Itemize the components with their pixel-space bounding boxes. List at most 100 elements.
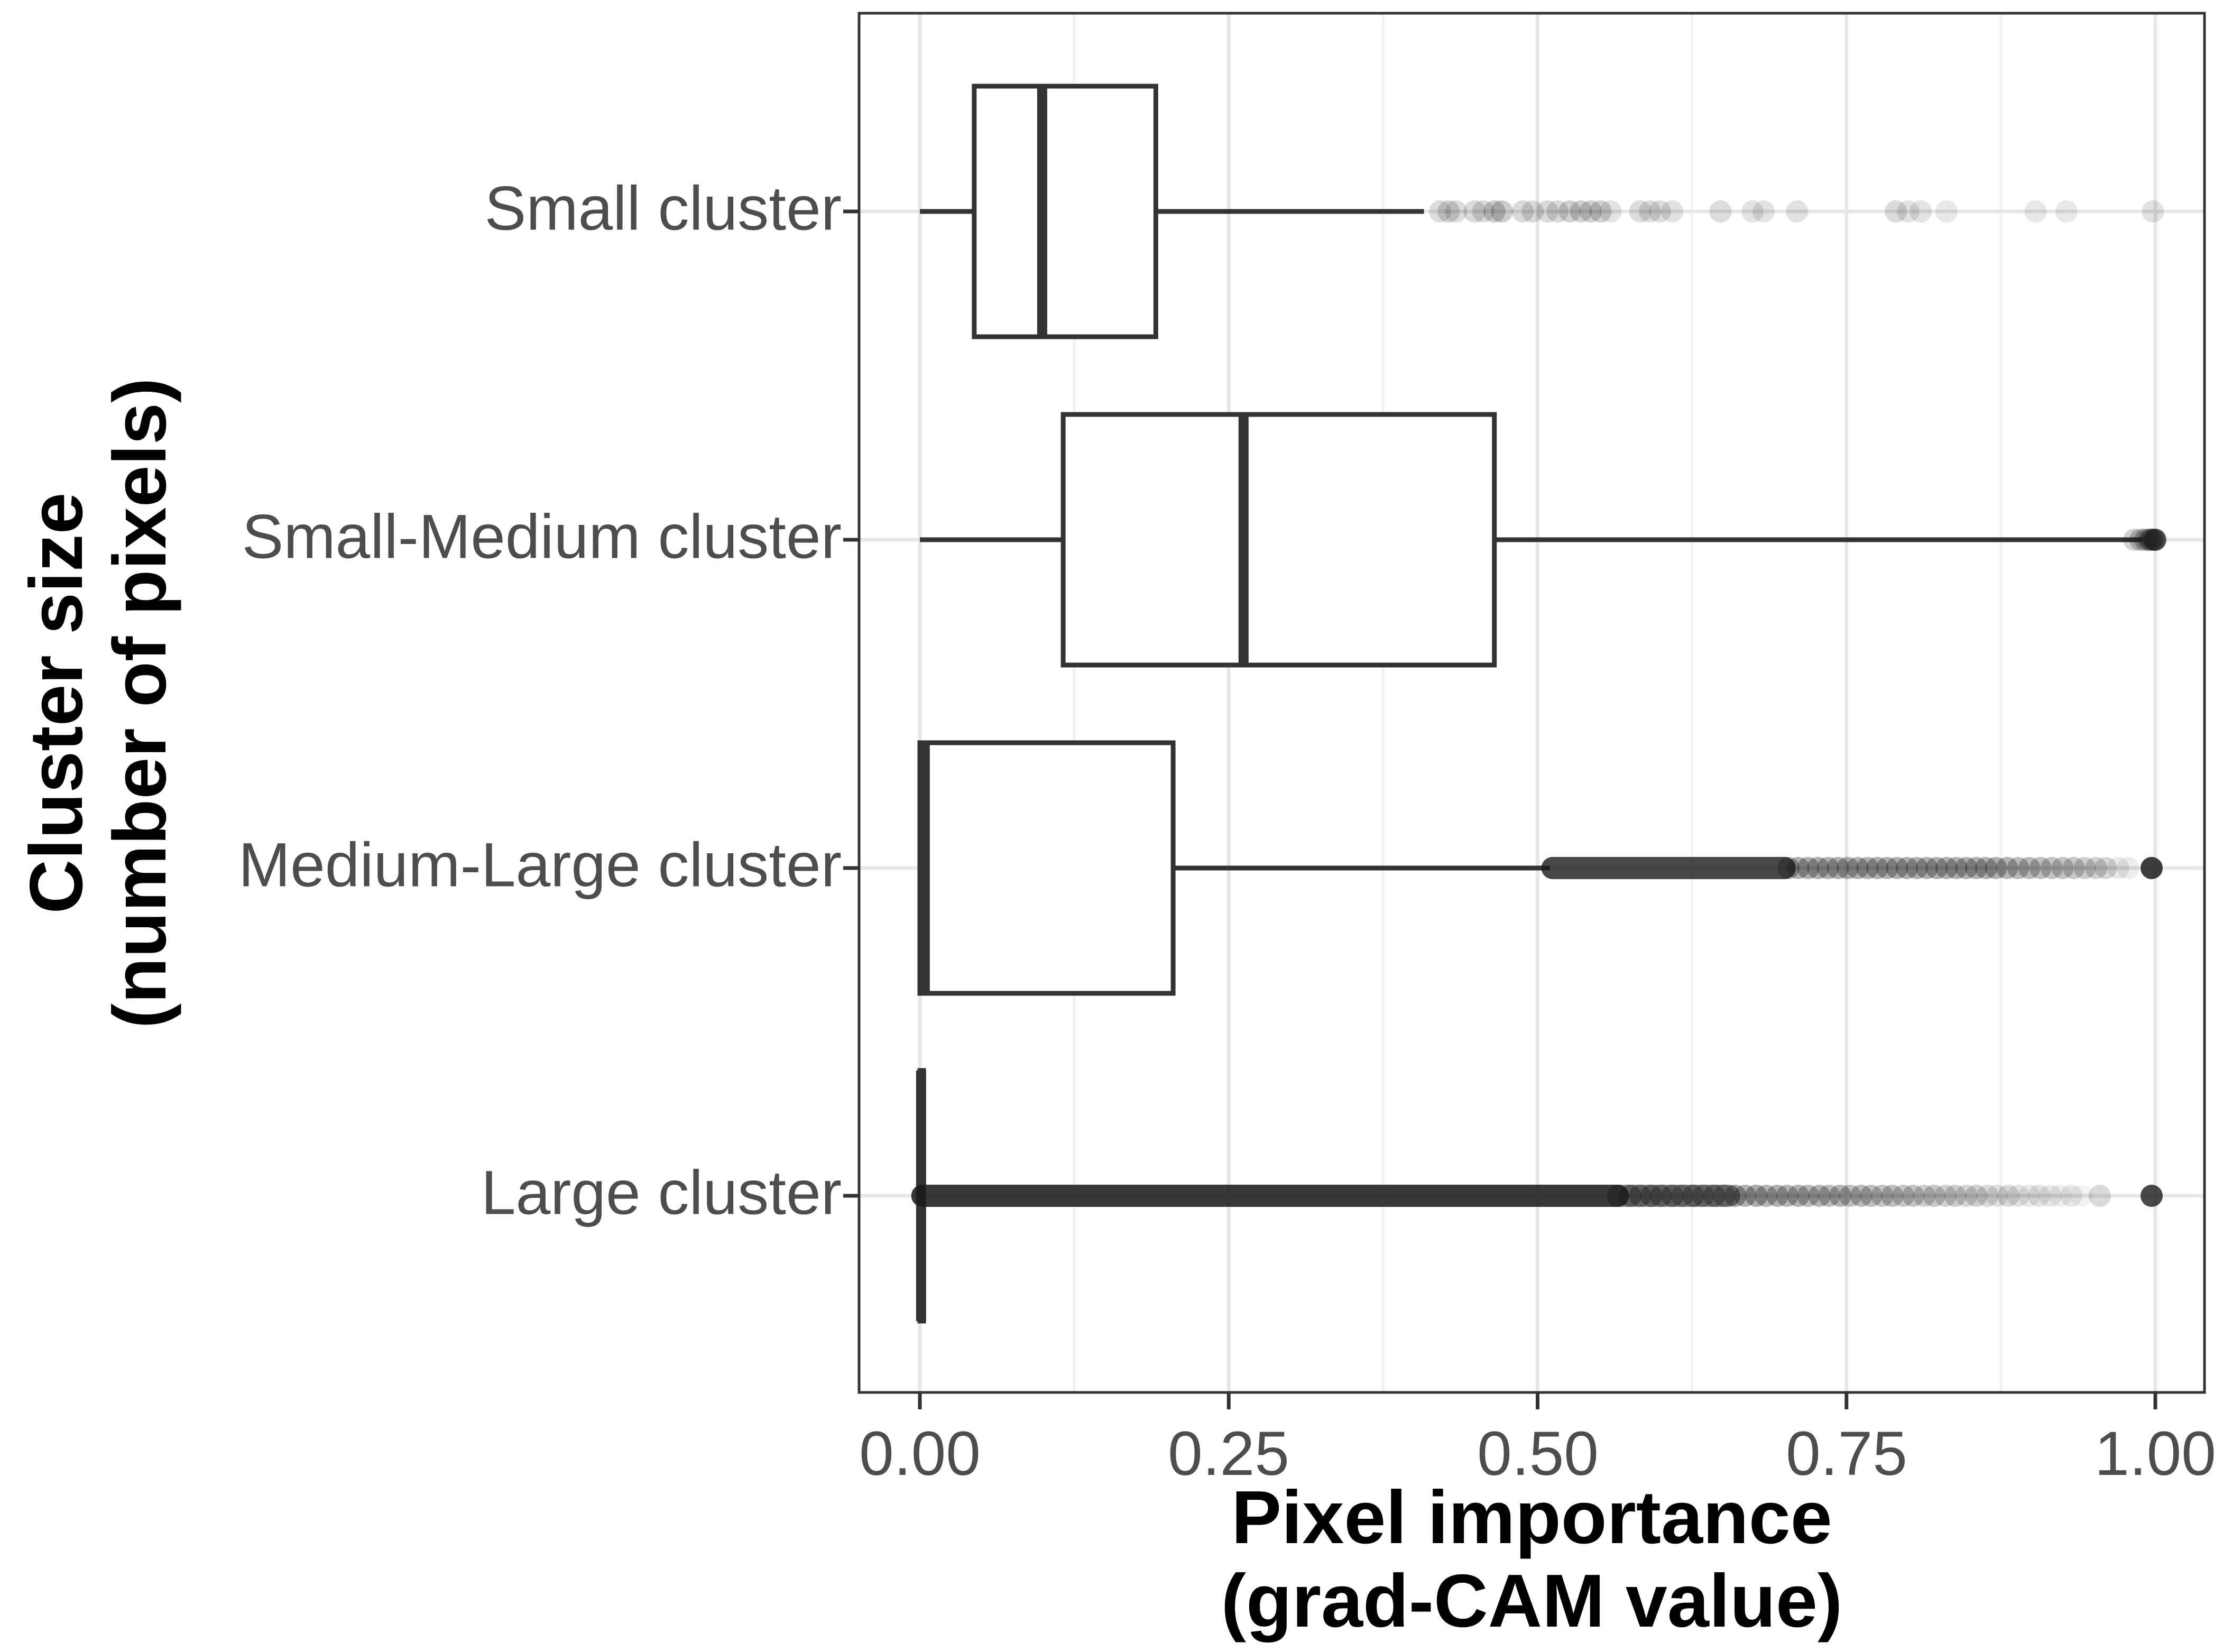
outlier-point — [1472, 200, 1495, 223]
outlier-point — [1846, 857, 1869, 879]
outlier-point — [1886, 857, 1908, 879]
outlier-point — [1985, 857, 2007, 879]
outlier-point — [1599, 200, 1622, 223]
outlier-point — [1896, 857, 1918, 879]
x-axis-title: Pixel importance (grad-CAM value) — [859, 1476, 2204, 1643]
outlier-point — [1682, 1185, 1704, 1207]
outlier-point — [2143, 529, 2165, 551]
outlier-point — [1797, 857, 1820, 879]
outlier-point — [2007, 857, 2030, 879]
x-tick-label-0.00: 0.00 — [859, 1419, 981, 1489]
outlier-point — [2049, 1185, 2072, 1207]
outlier-point — [1965, 857, 1988, 879]
outlier-point — [1752, 200, 1775, 223]
outlier-points — [1619, 1185, 2163, 1207]
outlier-point — [1923, 1185, 1945, 1207]
outlier-point — [1860, 1185, 1883, 1207]
outlier-point — [1827, 857, 1849, 879]
outlier-point — [2073, 857, 2096, 879]
outlier-point — [1629, 200, 1652, 223]
x-tick-label-0.50: 0.50 — [1477, 1419, 1599, 1489]
outlier-point — [1437, 200, 1460, 223]
y-tick-label-small-cluster: Small cluster — [484, 173, 842, 244]
outlier-point — [1986, 1185, 2008, 1207]
outlier-point — [1428, 200, 1451, 223]
outlier-point — [1975, 857, 1997, 879]
outlier-point — [2134, 529, 2157, 551]
outlier-point — [1856, 857, 1879, 879]
outlier-point — [2070, 1185, 2092, 1207]
outlier-point — [2007, 1185, 2030, 1207]
outlier-point — [2055, 200, 2078, 223]
outlier-point — [1589, 200, 1612, 223]
outlier-point — [1755, 1185, 1777, 1207]
outlier-point — [1661, 200, 1684, 223]
x-tick-label-0.75: 0.75 — [1786, 1419, 1907, 1489]
y-tick-label-medium-large-cluster: Medium-Large cluster — [238, 830, 842, 900]
outlier-point — [1713, 1185, 1736, 1207]
outlier-point — [2018, 1185, 2041, 1207]
outlier-band — [1607, 1185, 1740, 1207]
outlier-points — [1428, 200, 2164, 223]
outlier-point — [2142, 200, 2164, 223]
x-tick-label-1.00: 1.00 — [2095, 1419, 2216, 1489]
outlier-bands — [911, 1185, 1740, 1207]
outlier-point — [1734, 1185, 1757, 1207]
outlier-point — [1909, 200, 1932, 223]
outlier-point — [2028, 1185, 2051, 1207]
x-tick-label-0.25: 0.25 — [1168, 1419, 1289, 1489]
outlier-point — [1724, 1185, 1747, 1207]
outlier-point — [1996, 857, 2018, 879]
outlier-point — [1944, 1185, 1967, 1207]
outlier-point — [2040, 857, 2063, 879]
outlier-point — [1818, 1185, 1841, 1207]
outlier-point — [2117, 857, 2139, 879]
outlier-point — [1866, 857, 1889, 879]
outlier-point — [1629, 1185, 1652, 1207]
outlier-point — [1745, 1185, 1768, 1207]
boxplot-large-cluster — [911, 1068, 2163, 1324]
outlier-point — [1661, 1185, 1684, 1207]
outlier-point — [1692, 1185, 1714, 1207]
outlier-point — [2129, 529, 2152, 551]
outlier-point — [1965, 1185, 1988, 1207]
outlier-point — [1976, 1185, 1999, 1207]
outlier-point — [2051, 857, 2074, 879]
outlier-point — [1915, 857, 1938, 879]
outlier-point — [1558, 200, 1581, 223]
outlier-points — [1777, 857, 2163, 879]
outlier-point — [1511, 200, 1534, 223]
outlier-point — [1871, 1185, 1894, 1207]
outlier-point — [1766, 1185, 1788, 1207]
outlier-point — [1570, 200, 1592, 223]
outlier-point — [1913, 1185, 1935, 1207]
panel-border — [857, 12, 2206, 1394]
box — [972, 84, 1158, 339]
box — [1060, 412, 1497, 668]
outlier-point — [2060, 1185, 2083, 1207]
outlier-point — [1639, 200, 1662, 223]
outlier-point — [2140, 857, 2163, 879]
boxplot-small-medium-cluster — [920, 412, 2166, 668]
outlier-point — [1829, 1185, 1852, 1207]
outlier-point — [1776, 1185, 1798, 1207]
outlier-point — [1787, 857, 1810, 879]
outlier-point — [1671, 1185, 1693, 1207]
outlier-point — [1741, 200, 1764, 223]
outlier-point — [1935, 857, 1958, 879]
outlier-point — [1881, 1185, 1904, 1207]
outlier-point — [2088, 1185, 2111, 1207]
outlier-point — [1463, 200, 1486, 223]
outlier-points — [2123, 529, 2166, 551]
outlier-point — [1536, 200, 1559, 223]
outlier-point — [1837, 857, 1859, 879]
outlier-point — [1955, 857, 1978, 879]
outlier-point — [1483, 200, 1506, 223]
x-axis-title-line2: (grad-CAM value) — [1221, 1559, 1843, 1643]
outlier-point — [1806, 857, 1829, 879]
outlier-point — [2029, 857, 2052, 879]
outlier-bands — [1541, 857, 1796, 879]
outlier-point — [1839, 1185, 1861, 1207]
